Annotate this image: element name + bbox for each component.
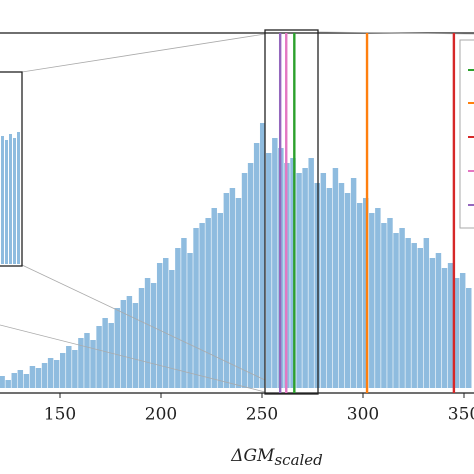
zoom-connector <box>21 264 266 381</box>
bar <box>241 173 248 388</box>
bar <box>435 253 442 388</box>
bar <box>338 183 345 388</box>
bar <box>17 370 24 388</box>
bar <box>229 188 236 388</box>
bar <box>47 358 54 388</box>
bar <box>314 183 320 388</box>
bar <box>108 323 114 388</box>
bar <box>29 366 36 388</box>
bar <box>296 173 302 388</box>
bar <box>11 373 17 388</box>
bar <box>181 238 187 388</box>
bar <box>272 138 278 388</box>
bar <box>35 368 42 388</box>
bar <box>399 228 405 388</box>
decor <box>0 31 474 394</box>
bar <box>320 173 327 388</box>
bar <box>199 223 205 388</box>
bar <box>96 326 102 388</box>
bar <box>423 238 430 388</box>
bar <box>120 300 127 388</box>
bar <box>344 193 351 388</box>
inset-bar <box>9 134 12 264</box>
bar <box>138 288 145 388</box>
bar <box>441 268 448 388</box>
bar <box>217 213 224 388</box>
bar <box>23 374 30 388</box>
bar <box>5 380 11 388</box>
inset-bar <box>1 136 4 264</box>
bar <box>356 203 363 388</box>
bar <box>466 288 472 388</box>
bar <box>405 238 411 388</box>
bar <box>363 198 369 388</box>
bar <box>102 318 108 388</box>
bar <box>114 308 120 388</box>
bar <box>308 158 314 388</box>
bar <box>266 153 272 388</box>
zoom-connector <box>0 324 266 393</box>
x-label-main: ΔGM <box>230 446 275 466</box>
inset-bar <box>5 140 8 264</box>
zoom-connector <box>21 33 266 73</box>
bar <box>156 263 163 388</box>
frame <box>0 32 474 394</box>
bar <box>393 233 399 388</box>
bar <box>375 208 381 388</box>
bar <box>126 296 133 388</box>
bar <box>211 208 217 388</box>
bar <box>187 253 193 388</box>
bar <box>78 338 84 388</box>
bar <box>53 360 60 388</box>
bar <box>205 218 211 388</box>
bar <box>144 278 151 388</box>
bar <box>302 168 308 388</box>
bar <box>150 283 157 388</box>
inset-bar <box>17 132 20 264</box>
inset-bar <box>13 138 16 264</box>
bar <box>163 258 169 388</box>
bar <box>429 258 436 388</box>
x-axis-label: ΔGMscaled <box>230 446 323 470</box>
bar <box>447 263 454 388</box>
x-label-sub: scaled <box>274 451 322 469</box>
bar <box>253 143 260 388</box>
bar <box>411 243 417 388</box>
bar <box>223 193 230 388</box>
bar <box>193 228 199 388</box>
bar <box>459 273 466 388</box>
bar <box>369 213 375 388</box>
bar <box>290 158 296 388</box>
bar <box>387 218 393 388</box>
bar <box>259 123 266 388</box>
zoom-box <box>264 29 319 395</box>
bar <box>60 353 66 388</box>
x-tick-label: 150 <box>44 405 76 425</box>
x-tick-label: 350 <box>448 405 474 425</box>
bar <box>90 340 96 388</box>
x-tick-label: 200 <box>145 405 177 425</box>
bar <box>169 270 175 388</box>
x-tick-label: 300 <box>347 405 379 425</box>
x-tick-label: 250 <box>246 405 278 425</box>
bar <box>326 188 333 388</box>
bar <box>72 350 78 388</box>
bar <box>41 363 48 388</box>
bar <box>84 333 90 388</box>
bar <box>332 168 339 388</box>
bar <box>350 178 357 388</box>
bar <box>381 223 387 388</box>
bar <box>175 248 181 388</box>
bar <box>66 346 72 388</box>
bar <box>235 198 242 388</box>
bar <box>0 376 5 388</box>
bar <box>247 163 254 388</box>
bar <box>453 278 460 388</box>
zoom-connector <box>317 31 474 35</box>
bar <box>132 303 139 388</box>
legend-box <box>459 39 474 229</box>
bar <box>417 248 423 388</box>
